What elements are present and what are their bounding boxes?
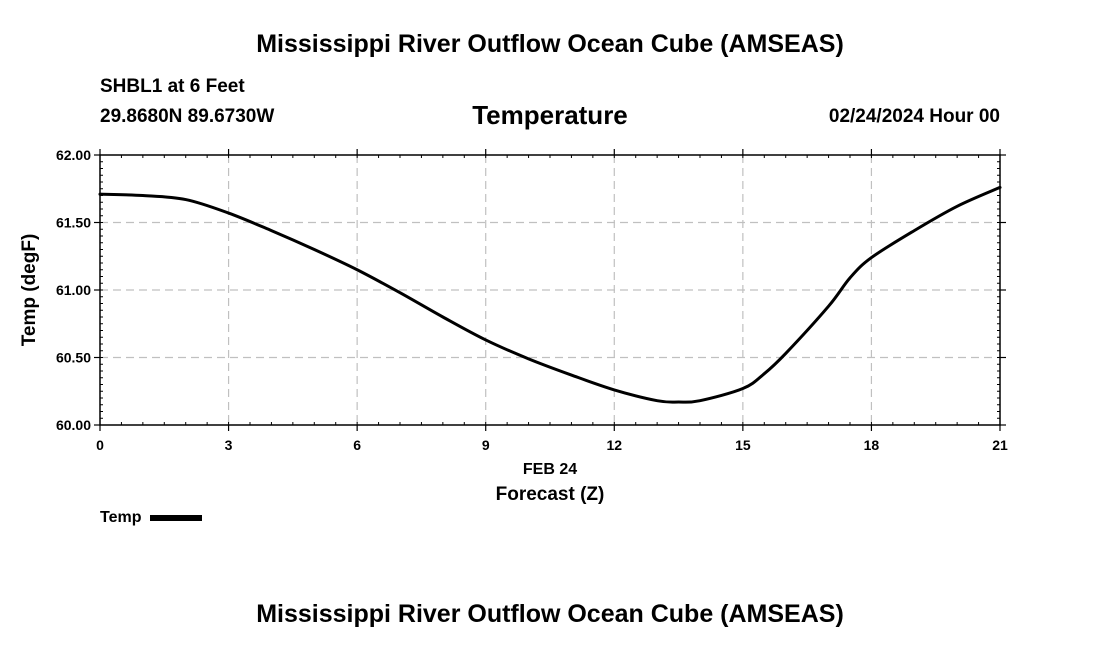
x-tick-label: 3	[225, 437, 233, 453]
y-tick-label: 61.00	[56, 282, 91, 298]
legend-line-swatch	[150, 515, 203, 521]
x-tick-label: 18	[864, 437, 880, 453]
station-label: SHBL1 at 6 Feet	[100, 76, 245, 97]
x-tick-label: 6	[353, 437, 361, 453]
run-time-label: 02/24/2024 Hour 00	[828, 106, 1000, 127]
x-axis-label: Forecast (Z)	[496, 484, 605, 505]
y-tick-label: 60.00	[56, 417, 91, 433]
y-axis-label: Temp (degF)	[19, 234, 40, 347]
legend: Temp	[100, 509, 203, 527]
x-tick-label: 15	[735, 437, 751, 453]
x-tick-label: 9	[482, 437, 490, 453]
chart-title: Temperature	[472, 100, 628, 130]
legend-label: Temp	[100, 509, 142, 526]
x-tick-label: 0	[96, 437, 104, 453]
x-tick-label: 21	[992, 437, 1008, 453]
x-tick-label: 12	[606, 437, 622, 453]
x-axis-date-label: FEB 24	[523, 461, 577, 478]
y-tick-label: 61.50	[56, 215, 91, 231]
temp-series-line	[98, 185, 1002, 404]
main-title: Mississippi River Outflow Ocean Cube (AM…	[256, 30, 844, 58]
y-tick-label: 60.50	[56, 350, 91, 366]
y-tick-label: 62.00	[56, 147, 91, 163]
grid-lines	[100, 155, 1000, 425]
axis-ticks: 0 3 6 9 12 15 18 21 60.00 60.50 61.00 61.50 62.00	[56, 147, 1008, 453]
footer-title: Mississippi River Outflow Ocean Cube (AM…	[256, 600, 844, 628]
coordinates-label: 29.8680N 89.6730W	[100, 106, 275, 127]
